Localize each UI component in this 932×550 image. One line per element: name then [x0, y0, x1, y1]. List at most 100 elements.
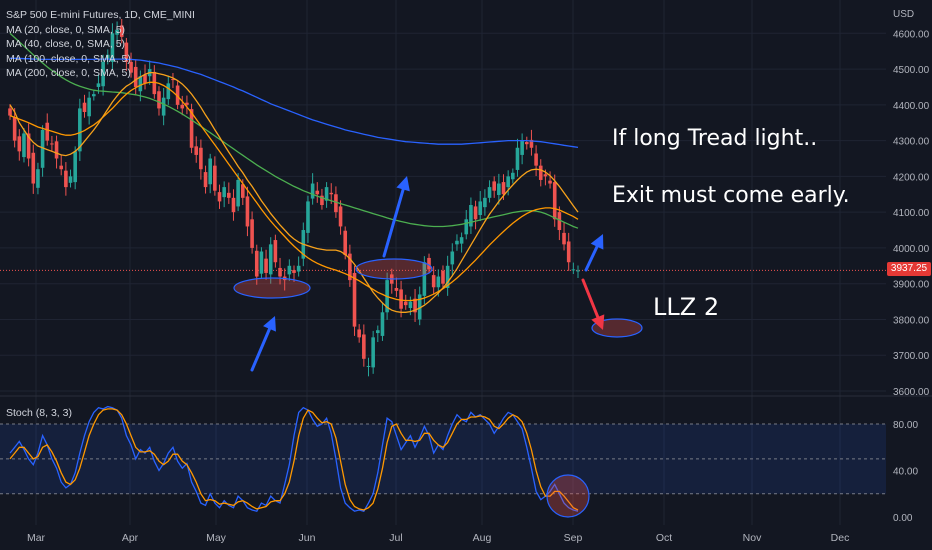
- candle-body: [292, 270, 296, 273]
- candle-body: [473, 206, 478, 220]
- annotation-llz2: LLZ 2: [653, 293, 720, 321]
- candle-body: [520, 140, 524, 155]
- candle-body: [22, 133, 26, 158]
- candle-body: [231, 197, 236, 213]
- candle-body: [413, 298, 417, 313]
- candle-body: [273, 240, 278, 263]
- candle-body: [254, 250, 259, 277]
- candle-body: [571, 269, 576, 271]
- candle-body: [245, 196, 250, 227]
- time-tick: Jun: [299, 532, 316, 544]
- ma100-line: [9, 32, 579, 229]
- time-tick: Jul: [389, 532, 402, 544]
- time-tick: Mar: [27, 532, 46, 544]
- candle-body: [45, 122, 50, 141]
- candle-body: [376, 330, 380, 334]
- candle-body: [362, 334, 366, 359]
- candle-body: [366, 365, 371, 367]
- stoch-d-line: [9, 408, 579, 511]
- candle-body: [208, 158, 212, 185]
- candle-body: [534, 153, 538, 166]
- candle-body: [278, 267, 282, 277]
- candle-body: [371, 337, 375, 368]
- candle-body: [101, 61, 105, 87]
- annotation-tread-light: If long Tread light..: [612, 126, 818, 151]
- time-tick: Dec: [831, 532, 850, 544]
- candle-body: [157, 91, 161, 109]
- candle-body: [124, 42, 129, 62]
- candle-body: [380, 312, 385, 336]
- candle-body: [26, 133, 31, 159]
- candle-body: [138, 76, 143, 92]
- arrow-up-blue-head: [263, 316, 276, 332]
- candle-body: [529, 139, 534, 148]
- candle-body: [194, 146, 199, 155]
- candle-body: [36, 169, 40, 188]
- candle-body: [515, 147, 520, 170]
- time-tick: Nov: [743, 532, 762, 544]
- legend-ma100: MA (100, close, 0, SMA, 5): [6, 52, 131, 65]
- candle-body: [199, 147, 203, 170]
- time-tick: Sep: [564, 532, 583, 544]
- candle-body: [306, 201, 310, 233]
- candle-body: [511, 172, 515, 180]
- candle-body: [548, 180, 552, 184]
- chart-legend: S&P 500 E-mini Futures, 1D, CME_MINI MA …: [6, 8, 195, 81]
- candle-body: [133, 66, 138, 87]
- candle-body: [73, 151, 77, 183]
- candle-body: [264, 258, 268, 273]
- candle-body: [310, 183, 315, 199]
- candle-body: [287, 265, 292, 275]
- arrow-down-red-head: [591, 314, 605, 330]
- candle-body: [334, 194, 338, 213]
- candle-body: [320, 195, 324, 205]
- price-tick: 4000.00: [893, 244, 930, 255]
- candle-body: [240, 184, 245, 198]
- arrow-up-blue: [382, 183, 406, 258]
- candle-body: [557, 212, 562, 231]
- candle-body: [436, 276, 441, 288]
- arrow-up-blue: [584, 241, 601, 272]
- legend-ma20: MA (20, close, 0, SMA, 5): [6, 23, 126, 36]
- candle-body: [492, 181, 496, 191]
- candle-body: [175, 85, 180, 105]
- candle-body: [213, 165, 217, 191]
- legend-ma200: MA (200, close, 0, SMA, 5): [6, 67, 131, 80]
- candle-body: [227, 192, 231, 198]
- candle-body: [315, 190, 320, 195]
- candle-body: [217, 192, 222, 202]
- candle-body: [171, 79, 175, 81]
- candle-body: [82, 102, 87, 112]
- candle-body: [478, 201, 483, 216]
- candle-body: [497, 183, 501, 195]
- candle-body: [110, 33, 115, 62]
- support-ellipse: [355, 258, 433, 280]
- candle-body: [562, 232, 566, 245]
- candle-body: [115, 29, 119, 35]
- candle-body: [119, 25, 124, 37]
- candle-body: [445, 265, 450, 288]
- stoch-tick: 40.00: [893, 467, 918, 478]
- candle-body: [296, 265, 301, 272]
- price-tick: 3600.00: [893, 387, 930, 398]
- candle-body: [538, 165, 543, 180]
- candle-body: [222, 187, 226, 198]
- time-tick: Apr: [122, 532, 139, 544]
- candle-body: [417, 294, 422, 320]
- target-ellipse: [591, 318, 643, 338]
- candle-body: [338, 206, 343, 227]
- candle-body: [427, 257, 431, 270]
- price-tick: 3800.00: [893, 315, 930, 326]
- price-tick: 3700.00: [893, 351, 930, 362]
- candle-body: [576, 270, 580, 272]
- stoch-tick: 80.00: [893, 420, 918, 431]
- arrow-up-blue: [250, 323, 273, 372]
- candle-body: [68, 176, 73, 183]
- candle-body: [78, 108, 82, 152]
- candle-body: [459, 237, 464, 244]
- candle-body: [129, 61, 133, 73]
- stoch-circle: [546, 474, 590, 518]
- candle-body: [40, 129, 45, 168]
- candle-body: [17, 136, 22, 152]
